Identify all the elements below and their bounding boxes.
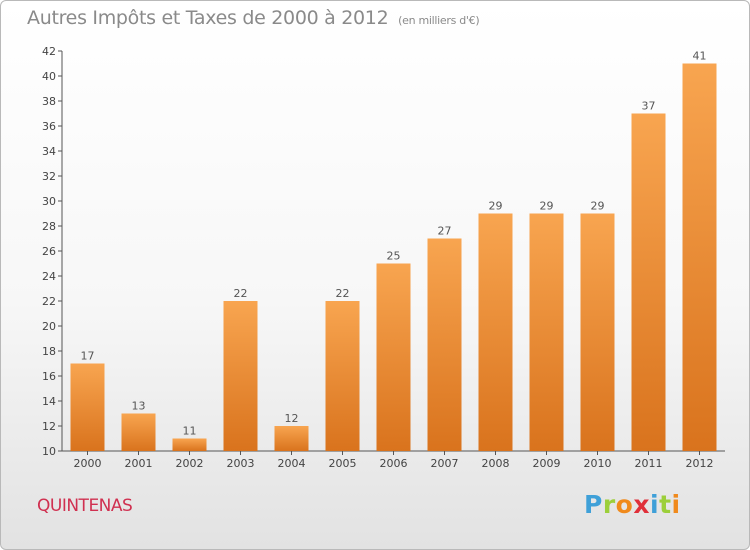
x-tick-label: 2000 — [74, 457, 102, 470]
y-tick-label: 38 — [42, 95, 56, 108]
y-tick-label: 30 — [42, 195, 56, 208]
bar-value-label: 25 — [387, 250, 401, 263]
logo-letter: i — [671, 490, 681, 519]
y-tick-label: 34 — [42, 145, 56, 158]
y-tick-label: 12 — [42, 420, 56, 433]
bar — [70, 363, 105, 451]
bar-value-label: 29 — [591, 200, 605, 213]
bar — [172, 438, 207, 451]
chart-unit: (en milliers d'€) — [398, 14, 480, 27]
logo-letter: P — [584, 490, 603, 519]
bar-value-label: 13 — [132, 400, 146, 413]
x-tick-label: 2007 — [431, 457, 459, 470]
y-tick-label: 18 — [42, 345, 56, 358]
x-tick-label: 2003 — [227, 457, 255, 470]
bars — [70, 63, 717, 451]
logo-letter: i — [650, 490, 660, 519]
chart-title: Autres Impôts et Taxes de 2000 à 2012 (e… — [27, 7, 480, 29]
bar — [325, 301, 360, 451]
proxiti-logo: Proxiti — [584, 490, 681, 519]
commune-name: QUINTENAS — [37, 496, 133, 516]
x-tick-label: 2005 — [329, 457, 357, 470]
x-tick-label: 2006 — [380, 457, 408, 470]
y-tick-label: 26 — [42, 245, 56, 258]
y-tick-label: 24 — [42, 270, 56, 283]
x-tick-label: 2008 — [482, 457, 510, 470]
logo-letter: t — [659, 490, 672, 519]
bar-value-label: 17 — [81, 350, 95, 363]
y-tick-label: 28 — [42, 220, 56, 233]
bar-value-label: 41 — [693, 50, 707, 63]
chart-title-text: Autres Impôts et Taxes de 2000 à 2012 — [27, 7, 389, 29]
bar-value-label: 22 — [234, 287, 248, 300]
x-tick-label: 2002 — [176, 457, 204, 470]
x-tick-label: 2010 — [584, 457, 612, 470]
x-tick-label: 2004 — [278, 457, 306, 470]
logo-letter: x — [633, 490, 650, 519]
logo-letter: o — [615, 490, 634, 519]
bar — [478, 213, 513, 451]
bar — [274, 426, 309, 451]
y-tick-label: 10 — [42, 445, 56, 458]
y-tick-label: 20 — [42, 320, 56, 333]
bar-value-label: 12 — [285, 412, 299, 425]
x-tick-label: 2009 — [533, 457, 561, 470]
bar — [580, 213, 615, 451]
bar — [682, 63, 717, 451]
bar — [223, 301, 258, 451]
bar — [631, 113, 666, 451]
bar-value-label: 27 — [438, 225, 452, 238]
logo-letter: r — [602, 490, 616, 519]
bar — [376, 263, 411, 451]
bar-value-label: 29 — [540, 200, 554, 213]
y-tick-label: 32 — [42, 170, 56, 183]
x-tick-label: 2011 — [635, 457, 663, 470]
x-tick-label: 2012 — [686, 457, 714, 470]
data-labels: 17 13 11 22 12 22 25 27 29 29 29 37 41 — [81, 50, 707, 438]
bar-value-label: 37 — [642, 100, 656, 113]
bar — [529, 213, 564, 451]
bar-value-label: 11 — [183, 425, 197, 438]
y-tick-label: 22 — [42, 295, 56, 308]
bar-value-label: 29 — [489, 200, 503, 213]
y-tick-label: 42 — [42, 45, 56, 58]
y-tick-label: 36 — [42, 120, 56, 133]
y-tick-label: 14 — [42, 395, 56, 408]
y-tick-label: 16 — [42, 370, 56, 383]
x-tick-label: 2001 — [125, 457, 153, 470]
bar — [427, 238, 462, 451]
bar-value-label: 22 — [336, 287, 350, 300]
y-tick-label: 40 — [42, 70, 56, 83]
bar — [121, 413, 156, 451]
